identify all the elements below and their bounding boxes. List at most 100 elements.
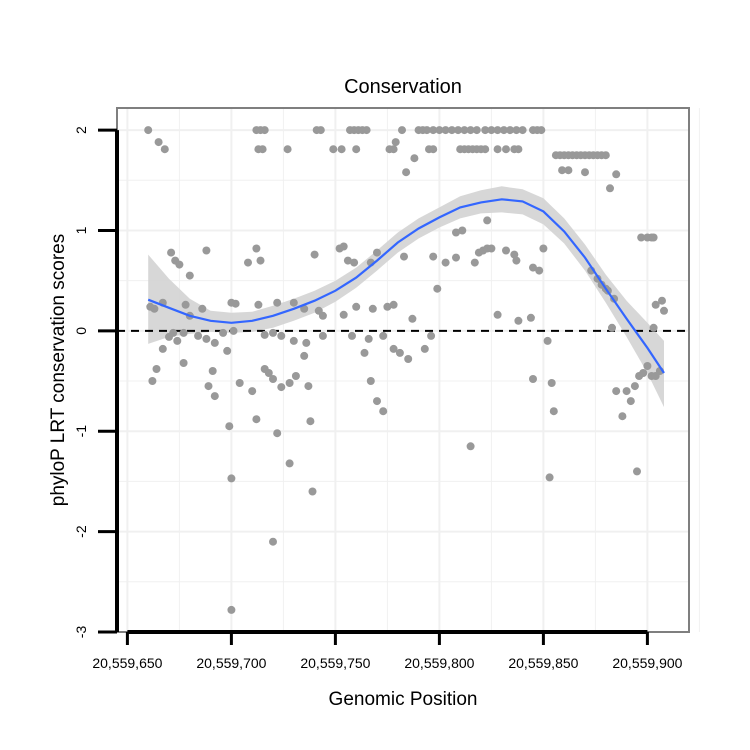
data-point (252, 415, 261, 424)
data-point (408, 314, 417, 323)
data-point (429, 252, 438, 261)
data-point (210, 338, 219, 347)
chart-title: Conservation (344, 76, 462, 98)
data-point (639, 369, 648, 377)
data-point (649, 233, 658, 242)
data-point (558, 166, 567, 175)
data-point (427, 331, 436, 340)
data-point (316, 126, 325, 135)
data-point (254, 300, 263, 309)
data-point (400, 252, 408, 261)
data-point (352, 302, 361, 311)
data-point (318, 331, 327, 340)
data-point (601, 151, 610, 160)
data-point (398, 126, 406, 135)
y-tick-label: 0 (73, 327, 89, 335)
data-point (502, 145, 510, 154)
data-point (395, 348, 404, 357)
data-point (466, 126, 475, 135)
data-point (310, 250, 319, 259)
data-point (637, 233, 646, 242)
x-tick-label: 20,559,850 (508, 655, 578, 671)
data-point (612, 387, 621, 396)
data-point (283, 145, 292, 154)
smooth-curve (147, 198, 665, 374)
confidence-band-area (148, 186, 664, 408)
data-point (487, 244, 496, 253)
data-point (208, 367, 217, 375)
data-point (256, 256, 265, 265)
data-point (152, 365, 161, 373)
data-point (472, 126, 481, 135)
data-point (364, 334, 373, 343)
data-point (526, 313, 535, 322)
data-point (660, 306, 668, 315)
data-point (502, 246, 510, 255)
data-point (339, 310, 348, 319)
data-point (383, 302, 392, 311)
data-point (622, 387, 631, 396)
data-point (649, 323, 658, 332)
y-tick-label: -3 (73, 626, 89, 639)
x-tick-label: 20,559,750 (300, 655, 370, 671)
data-point (481, 145, 490, 154)
data-point (264, 369, 273, 377)
data-point (510, 250, 519, 259)
data-point (564, 166, 573, 175)
data-point (547, 379, 556, 387)
data-point (308, 487, 317, 496)
data-point (612, 170, 621, 179)
data-point (273, 429, 282, 438)
data-point (466, 442, 475, 451)
data-point (581, 168, 589, 177)
data-point (420, 344, 429, 353)
data-point (289, 336, 298, 345)
data-point (304, 382, 313, 391)
data-point (252, 244, 261, 253)
data-point (269, 328, 277, 337)
data-point (227, 474, 236, 483)
data-point (483, 216, 492, 225)
data-point (219, 328, 228, 337)
data-point (173, 336, 182, 345)
data-point (291, 372, 300, 380)
data-point (194, 331, 203, 340)
data-point (269, 537, 277, 546)
data-point (260, 126, 269, 135)
data-point (248, 387, 257, 396)
data-point (422, 126, 431, 135)
data-point (379, 331, 388, 340)
data-point (429, 126, 438, 135)
y-tick-label: -1 (73, 425, 89, 438)
data-point (458, 226, 467, 235)
data-point (529, 263, 537, 272)
data-point (160, 145, 169, 154)
data-point (258, 145, 267, 154)
data-point (493, 310, 502, 319)
data-point (244, 258, 252, 267)
data-point (389, 344, 398, 353)
data-point (618, 412, 627, 421)
data-point (229, 326, 238, 335)
data-point (185, 271, 194, 280)
data-point (658, 296, 666, 305)
data-point (368, 304, 377, 313)
data-points (144, 126, 668, 614)
data-point (429, 145, 438, 154)
data-point (391, 138, 400, 147)
data-point (144, 126, 153, 135)
data-point (514, 316, 523, 325)
data-point (179, 328, 188, 337)
data-point (452, 253, 460, 262)
data-point (231, 299, 240, 308)
data-point (512, 256, 521, 265)
data-point (260, 330, 269, 339)
data-point (150, 304, 159, 313)
data-point (302, 338, 311, 347)
data-point (545, 473, 554, 482)
data-point (318, 311, 327, 320)
data-point (154, 138, 163, 147)
y-tick-label: 2 (73, 126, 89, 134)
